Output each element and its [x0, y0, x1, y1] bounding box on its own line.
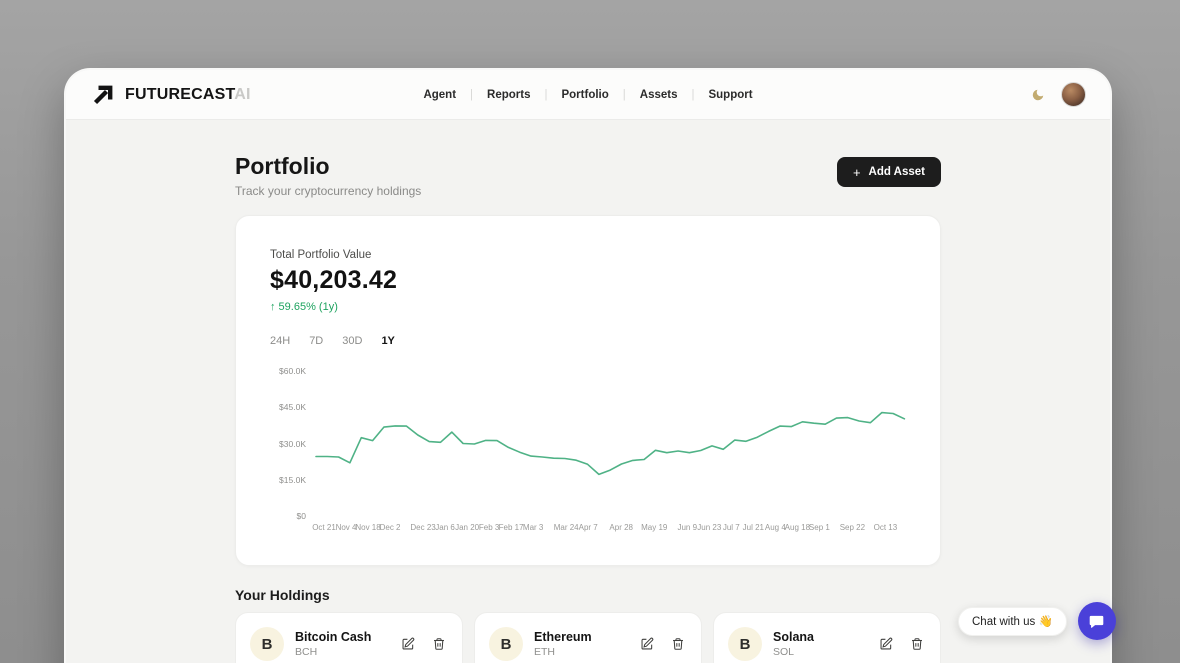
x-axis-tick: May 19 — [641, 523, 668, 532]
nav-separator: | — [544, 88, 548, 101]
edit-asset-button[interactable] — [638, 635, 656, 653]
holdings-title: Your Holdings — [235, 587, 330, 603]
coin-name: Ethereum — [534, 630, 592, 644]
portfolio-chart-line — [315, 411, 906, 476]
holding-card-ethereum: B Ethereum ETH — [474, 612, 702, 663]
nav-separator: | — [691, 88, 695, 101]
trash-icon — [673, 638, 683, 650]
x-axis-tick: Apr 28 — [609, 523, 634, 532]
moon-icon — [1032, 89, 1044, 100]
x-axis-tick: Jul 7 — [722, 523, 740, 532]
x-axis-tick: Apr 7 — [578, 523, 598, 532]
x-axis-tick: Dec 23 — [410, 523, 436, 532]
range-tab-30d[interactable]: 30D — [342, 335, 363, 347]
coin-symbol: BCH — [295, 646, 318, 658]
total-value-label: Total Portfolio Value — [270, 249, 372, 261]
nav-item-support[interactable]: Support — [708, 88, 753, 101]
x-axis-tick: Jan 20 — [455, 523, 480, 532]
delete-asset-button[interactable] — [908, 635, 926, 653]
y-axis-tick: $30.0K — [279, 438, 306, 449]
edit-asset-button[interactable] — [877, 635, 895, 653]
chat-fab-button[interactable] — [1077, 602, 1116, 640]
portfolio-chart: $60.0K $45.0K $30.0K $15.0K $0 — [270, 366, 906, 521]
coin-avatar: B — [250, 627, 284, 661]
dark-mode-toggle[interactable] — [1031, 88, 1045, 102]
trash-icon — [912, 638, 922, 650]
x-axis-tick: Aug 4 — [764, 523, 786, 532]
chat-with-us-button[interactable]: Chat with us 👋 — [958, 606, 1067, 636]
x-axis-tick: Sep 1 — [808, 523, 830, 532]
x-axis-tick: Jan 6 — [435, 523, 455, 532]
arrow-up-right-icon — [90, 82, 116, 108]
coin-symbol: ETH — [534, 646, 555, 658]
x-axis-tick: Oct 21 — [312, 523, 336, 532]
x-axis-tick: Jul 21 — [742, 523, 764, 532]
x-axis-tick: Sep 22 — [839, 523, 866, 532]
main-nav: Agent | Reports | Portfolio | Assets | S… — [423, 89, 752, 101]
x-axis-tick: Mar 3 — [522, 523, 544, 532]
total-portfolio-value: $40,203.42 — [270, 266, 398, 294]
nav-separator: | — [622, 88, 626, 101]
page-title: Portfolio — [235, 153, 330, 179]
x-axis-tick: Nov 18 — [355, 523, 381, 532]
nav-separator: | — [470, 88, 474, 101]
chart-x-axis: Oct 21 Nov 4 Nov 18 Dec 2 Dec 23 Jan 6 Jan 20 F… — [312, 523, 898, 535]
holding-card-bitcoin-cash: B Bitcoin Cash BCH — [235, 612, 463, 663]
x-axis-tick: Nov 4 — [335, 523, 357, 532]
delete-asset-button[interactable] — [669, 635, 687, 653]
coin-avatar: B — [728, 627, 762, 661]
brand-name: FUTURECASTAI — [125, 85, 251, 103]
add-asset-label: Add Asset — [868, 166, 925, 178]
x-axis-tick: Jun 23 — [697, 523, 722, 532]
chat-bubble-icon — [1089, 615, 1104, 628]
coin-name: Bitcoin Cash — [295, 630, 372, 644]
app-header: FUTURECASTAI Agent | Reports | Portfolio… — [66, 70, 1110, 120]
portfolio-value-card: Total Portfolio Value $40,203.42 ↑ 59.65… — [235, 215, 941, 566]
coin-symbol: SOL — [773, 646, 795, 658]
nav-item-agent[interactable]: Agent — [423, 88, 457, 101]
page-subtitle: Track your cryptocurrency holdings — [235, 184, 422, 198]
app-window: FUTURECASTAI Agent | Reports | Portfolio… — [64, 68, 1112, 663]
range-tabs: 24H 7D 30D 1Y — [270, 333, 906, 349]
y-axis-tick: $15.0K — [279, 474, 306, 485]
coin-name: Solana — [773, 630, 814, 644]
range-tab-1y[interactable]: 1Y — [381, 335, 395, 347]
coin-avatar: B — [489, 627, 523, 661]
chat-widget: Chat with us 👋 — [958, 602, 1116, 640]
x-axis-tick: Dec 2 — [379, 523, 401, 532]
range-tab-7d[interactable]: 7D — [309, 335, 324, 347]
y-axis-tick: $45.0K — [279, 402, 306, 413]
nav-item-reports[interactable]: Reports — [487, 88, 531, 101]
brand-suffix: AI — [234, 85, 251, 103]
holding-card-solana: B Solana SOL — [713, 612, 941, 663]
trash-icon — [434, 638, 444, 650]
edit-pencil-icon — [402, 637, 415, 650]
x-axis-tick: Feb 3 — [478, 523, 500, 532]
x-axis-tick: Oct 13 — [873, 523, 898, 532]
edit-pencil-icon — [880, 637, 893, 650]
delete-asset-button[interactable] — [430, 635, 448, 653]
brand-logo[interactable]: FUTURECASTAI — [90, 82, 251, 108]
y-axis-tick: $60.0K — [279, 366, 306, 376]
chart-y-axis: $60.0K $45.0K $30.0K $15.0K $0 — [270, 366, 316, 521]
x-axis-tick: Aug 18 — [784, 523, 811, 532]
holdings-section: Your Holdings B Bitcoin Cash BCH — [235, 587, 941, 663]
y-axis-tick: $0 — [296, 511, 306, 521]
add-asset-button[interactable]: + Add Asset — [836, 157, 941, 187]
edit-pencil-icon — [641, 637, 654, 650]
range-tab-24h[interactable]: 24H — [270, 335, 291, 347]
x-axis-tick: Feb 17 — [498, 523, 524, 532]
plus-icon: + — [852, 164, 861, 180]
x-axis-tick: Mar 24 — [553, 523, 579, 532]
chart-plot — [315, 371, 906, 516]
portfolio-change: ↑ 59.65% (1y) — [270, 301, 338, 313]
main-content: Portfolio Track your cryptocurrency hold… — [235, 153, 941, 663]
user-avatar[interactable] — [1061, 82, 1086, 107]
nav-item-assets[interactable]: Assets — [639, 88, 678, 101]
nav-item-portfolio[interactable]: Portfolio — [561, 88, 609, 101]
edit-asset-button[interactable] — [399, 635, 417, 653]
x-axis-tick: Jun 9 — [677, 523, 698, 532]
